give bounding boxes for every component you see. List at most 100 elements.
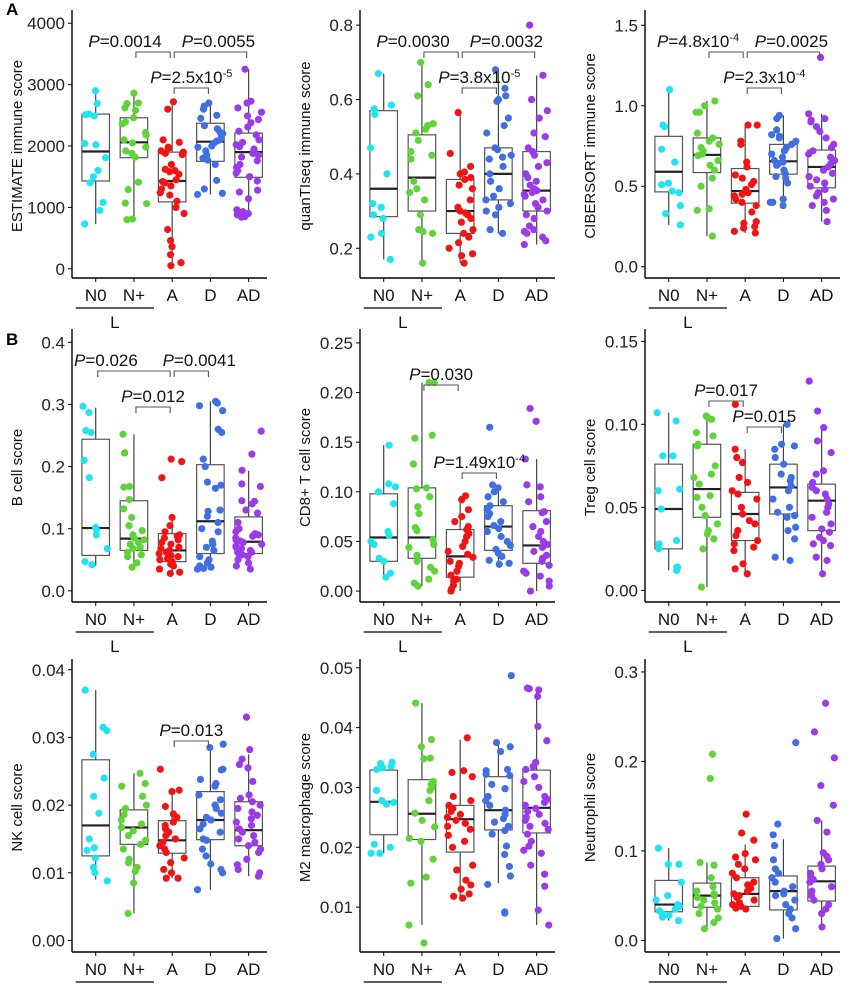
point-D [489, 192, 498, 200]
point-N0 [367, 849, 375, 857]
point-A [448, 843, 457, 851]
point-AD [238, 755, 246, 763]
y-tick-label: 0.4 [329, 165, 353, 184]
point-AD [813, 816, 821, 825]
point-AD [543, 207, 551, 215]
point-AD [530, 214, 538, 223]
y-axis-label: NK cell score [9, 763, 26, 851]
point-D [495, 185, 503, 193]
point-AD [523, 684, 532, 692]
point-AD [242, 506, 250, 514]
point-N0 [385, 441, 393, 449]
point-A [467, 214, 475, 223]
point-A [750, 878, 758, 886]
x-tick-label-N+: N+ [696, 960, 718, 979]
point-N0 [372, 786, 381, 795]
p-value-label: P=0.012 [121, 387, 185, 406]
point-D [199, 455, 207, 463]
group-label: L [683, 637, 692, 656]
point-N0 [102, 154, 110, 162]
y-tick-label: 0.2 [329, 239, 353, 258]
point-A [174, 874, 182, 882]
point-N+ [693, 206, 701, 214]
point-D [485, 155, 493, 163]
point-AD [256, 801, 264, 809]
point-D [207, 860, 215, 868]
point-AD [822, 905, 830, 913]
point-D [482, 196, 490, 204]
point-D [771, 878, 779, 886]
point-D [490, 488, 498, 496]
point-D [507, 151, 515, 159]
point-A [739, 560, 747, 568]
point-AD [540, 798, 549, 807]
point-D [768, 131, 776, 139]
point-N+ [117, 816, 125, 824]
point-N0 [83, 846, 91, 855]
point-AD [241, 65, 249, 73]
point-N+ [422, 873, 430, 881]
point-AD [532, 177, 540, 185]
point-N+ [414, 92, 422, 100]
point-AD [545, 561, 553, 569]
point-N+ [412, 699, 420, 707]
point-N+ [714, 905, 722, 913]
bracket-line [173, 87, 209, 94]
point-D [495, 203, 503, 211]
point-N0 [81, 139, 89, 148]
point-N+ [707, 415, 716, 423]
point-N+ [710, 892, 718, 900]
point-A [740, 224, 748, 232]
point-AD [244, 195, 253, 203]
p-value-label: P=0.017 [694, 381, 758, 400]
point-AD [819, 467, 828, 475]
point-D [769, 495, 777, 503]
point-AD [256, 482, 264, 491]
point-A [752, 201, 760, 210]
point-D [785, 503, 794, 511]
point-N0 [676, 221, 684, 229]
point-N+ [714, 156, 722, 165]
point-AD [530, 129, 538, 137]
point-D [485, 556, 493, 564]
point-A [172, 176, 180, 184]
point-AD [812, 470, 820, 478]
point-N0 [81, 558, 89, 566]
point-N+ [705, 137, 713, 145]
point-A [178, 457, 186, 466]
point-D [211, 782, 219, 790]
p-value-label: P=3.8x10-5 [438, 68, 520, 87]
point-A [159, 136, 167, 144]
point-N+ [414, 136, 422, 145]
point-N+ [139, 792, 147, 800]
point-N+ [131, 867, 139, 876]
point-N+ [713, 520, 722, 528]
point-AD [520, 846, 528, 854]
point-D [507, 671, 515, 680]
point-N0 [664, 860, 672, 868]
point-N+ [429, 855, 437, 863]
point-D [483, 527, 491, 536]
point-AD [244, 559, 253, 567]
point-N0 [85, 408, 93, 417]
point-AD [816, 53, 825, 62]
point-D [792, 523, 800, 531]
box-iqr [81, 759, 111, 857]
point-N+ [130, 879, 138, 887]
x-tick-label-AD: AD [525, 960, 549, 979]
point-D [773, 115, 781, 123]
point-N0 [383, 170, 391, 178]
point-AD [813, 176, 821, 184]
point-D [492, 738, 501, 747]
y-tick-label: 4000 [27, 14, 65, 33]
point-A [732, 874, 741, 882]
point-N0 [86, 179, 94, 187]
point-A [751, 856, 760, 864]
point-AD [525, 842, 533, 850]
point-AD [539, 196, 547, 204]
x-tick-label-AD: AD [237, 960, 261, 979]
point-N+ [430, 379, 438, 387]
point-N+ [142, 143, 150, 151]
